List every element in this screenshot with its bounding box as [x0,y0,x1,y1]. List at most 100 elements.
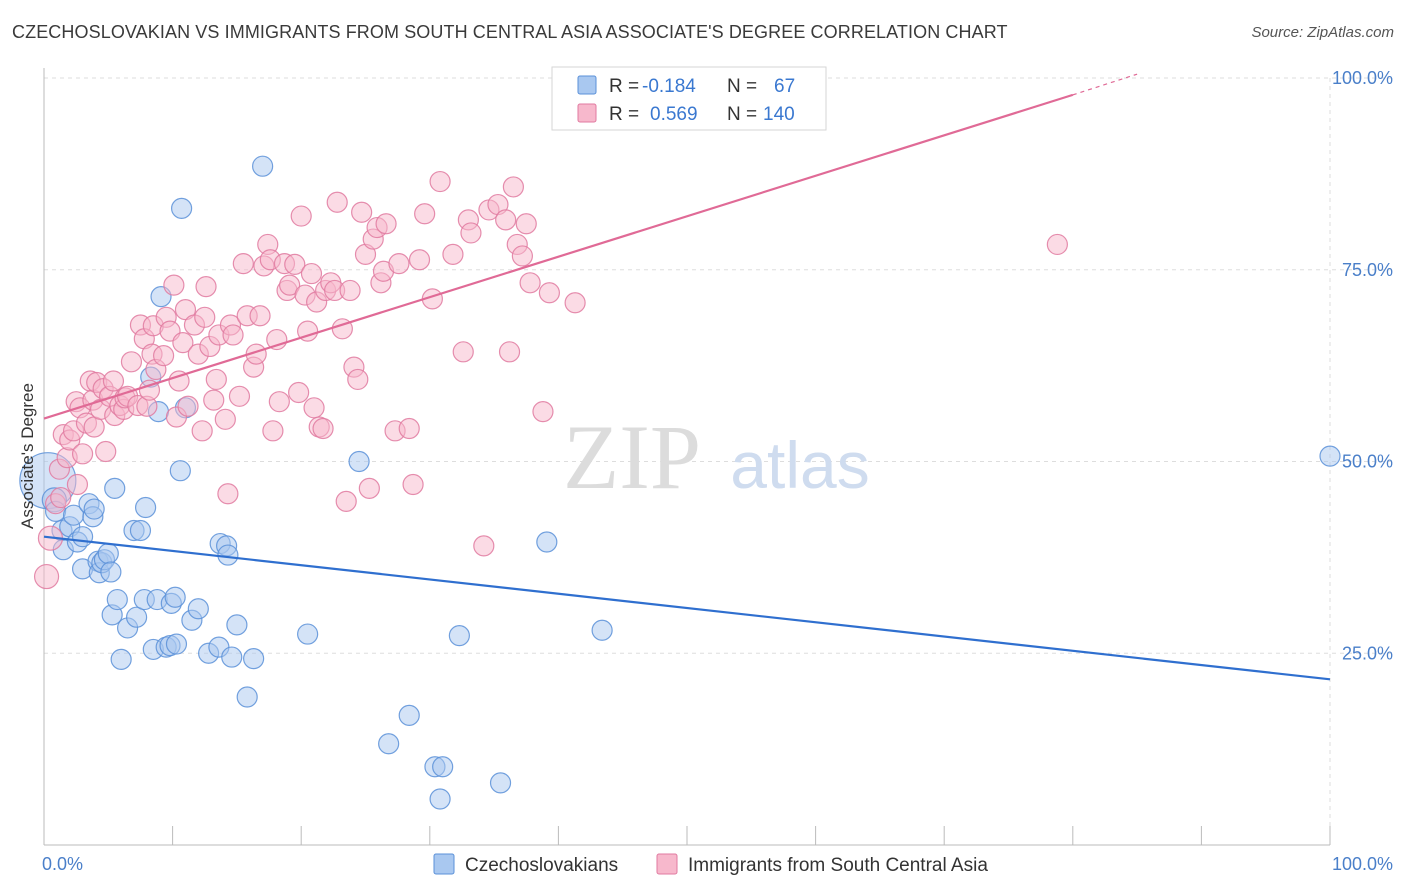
chart-title: CZECHOSLOVAKIAN VS IMMIGRANTS FROM SOUTH… [12,22,1008,42]
czechoslovakians-point-62 [489,772,512,794]
czechoslovakians-point-37 [164,586,186,608]
immigrants-point-10 [66,473,89,496]
czechoslovakians-point-38 [165,633,188,655]
watermark-atlas: atlas [730,428,869,502]
czechoslovakians-point-8 [71,526,94,548]
immigrants-point-0 [33,563,60,590]
immigrants-point-48 [191,420,213,442]
immigrants-point-93 [351,201,373,223]
czechoslovakians-point-60 [432,756,454,778]
immigrants-point-125 [564,292,586,314]
stats-legend-box: R = -0.184 N = 67 R = 0.569 N = 140 [551,66,827,131]
immigrants-point-68 [262,420,284,442]
immigrants-point-43 [172,332,194,354]
czechoslovakians-point-40 [171,197,193,219]
czechoslovakians-point-22 [110,648,132,670]
watermark: ZIP atlas [563,406,870,508]
immigrants-point-45 [177,395,199,417]
immigrants-point-58 [222,324,244,346]
immigrants-point-109 [442,243,464,266]
stats-n-label-pink: N = [727,104,757,125]
series-immigrants-south-central-asia [33,170,1068,590]
immigrants-point-56 [217,483,239,505]
immigrants-point-108 [429,170,451,193]
stats-r-label-pink: R = [609,104,639,125]
immigrants-point-87 [326,191,348,213]
stats-r-value-blue: -0.184 [642,76,696,97]
czechoslovakians-point-25 [125,606,148,628]
immigrants-point-70 [268,391,290,413]
y-tick-label-2: 75.0% [1342,260,1393,280]
immigrants-point-16 [83,416,105,438]
immigrants-point-59 [228,385,251,407]
czechoslovakians-point-63 [536,531,558,553]
immigrants-point-37 [152,345,175,367]
x-tick-label-min: 0.0% [42,854,83,874]
trend-line-immigrants-extension [1072,73,1138,96]
immigrants-point-4 [50,486,72,509]
legend-swatch-czechoslovakians [433,853,455,875]
x-tick-labels: 0.0% 100.0% [42,854,1393,874]
immigrants-point-74 [284,253,306,275]
immigrants-point-113 [473,535,495,557]
immigrants-point-124 [538,282,560,304]
immigrants-point-20 [95,440,117,463]
legend-swatch-immigrants [656,853,678,875]
y-tick-label-1: 50.0% [1342,452,1393,472]
legend-label-immigrants: Immigrants from South Central Asia [688,855,988,876]
czechoslovakians-point-54 [297,623,319,645]
czechoslovakians-point-21 [106,588,128,611]
czechoslovakians-point-48 [217,544,239,566]
immigrants-point-117 [498,341,521,363]
immigrants-point-28 [120,351,143,373]
immigrants-point-90 [339,279,361,302]
trend-line-immigrants [43,93,1074,420]
immigrants-point-120 [511,245,533,267]
czechoslovakians-point-39 [169,460,191,482]
immigrants-point-103 [398,417,420,440]
immigrants-point-42 [168,370,190,392]
grid-lines [44,77,1392,845]
stats-swatch-pink [577,103,597,123]
y-tick-label-3: 100.0% [1332,68,1393,88]
czechoslovakians-point-64 [591,619,613,641]
czechoslovakians-point-51 [236,686,258,708]
immigrants-point-40 [163,274,185,296]
czechoslovakians-point-20 [104,477,126,499]
immigrants-point-92 [347,368,369,391]
czechoslovakians-point-53 [252,155,274,177]
immigrants-point-106 [414,203,436,225]
immigrants-point-64 [249,305,271,327]
immigrants-point-33 [138,379,161,401]
immigrants-point-53 [205,368,227,391]
immigrants-point-126 [1046,233,1068,256]
y-axis-label: Associate's Degree [18,383,37,529]
immigrants-point-104 [402,473,424,496]
immigrants-point-79 [300,262,323,285]
czechoslovakians-point-56 [378,733,400,755]
czechoslovakians-point-55 [348,450,370,473]
chart-source: Source: ZipAtlas.com [1251,24,1394,41]
stats-n-value-blue: 67 [774,76,795,97]
immigrants-point-22 [102,370,125,392]
czechoslovakians-point-52 [243,648,265,670]
immigrants-point-75 [288,381,310,404]
immigrants-point-55 [214,408,236,430]
immigrants-point-76 [290,205,312,227]
immigrants-point-95 [358,477,380,499]
immigrants-point-121 [515,213,537,235]
legend-label-czechoslovakians: Czechoslovakians [465,855,618,876]
trend-line-czechoslovakians [43,535,1331,681]
immigrants-point-112 [460,222,482,244]
czechoslovakians-point-28 [134,496,157,519]
stats-swatch-blue [577,75,597,95]
czechoslovakians-point-57 [398,704,420,726]
immigrants-point-50 [195,276,217,298]
series-legend: Czechoslovakians Immigrants from South C… [433,853,988,876]
czechoslovakians-point-65 [1319,445,1341,467]
immigrants-point-123 [532,401,554,423]
x-tick-label-max: 100.0% [1332,854,1393,874]
immigrants-point-102 [388,253,410,275]
czechoslovakians-point-17 [97,542,119,565]
